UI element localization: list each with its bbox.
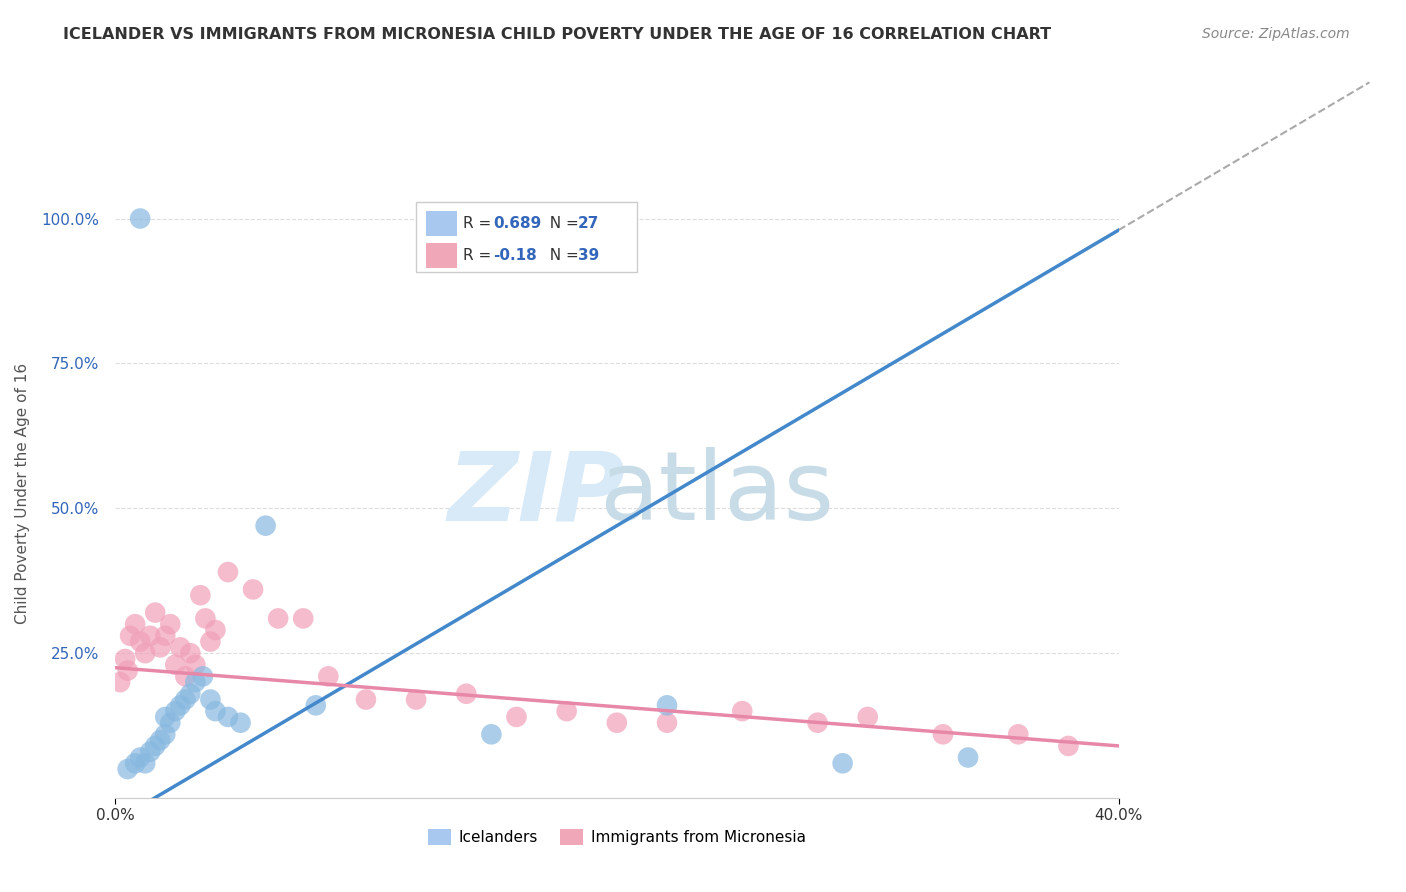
Point (655, 698, 678, 713)
Point (143, 739, 166, 753)
Point (305, 698, 328, 713)
Point (456, 687, 478, 701)
Point (139, 745, 162, 759)
Text: R =: R = (463, 216, 496, 231)
Point (129, 211, 152, 226)
Point (120, 629, 142, 643)
Point (149, 733, 172, 747)
Point (129, 750, 152, 764)
Point (354, 692, 377, 706)
Point (124, 756, 146, 771)
Point (204, 623, 226, 637)
Point (555, 704, 578, 718)
Point (117, 762, 139, 776)
Point (155, 629, 177, 643)
Point (190, 588, 212, 602)
Point (129, 634, 152, 648)
Point (124, 617, 146, 632)
Point (1007, 727, 1029, 741)
Point (169, 698, 191, 713)
Point (217, 710, 239, 724)
Point (149, 640, 172, 655)
Point (505, 710, 527, 724)
Y-axis label: Child Poverty Under the Age of 16: Child Poverty Under the Age of 16 (15, 363, 30, 624)
Point (831, 756, 853, 771)
Point (169, 640, 191, 655)
Point (806, 715, 828, 730)
Point (174, 669, 197, 683)
Point (932, 727, 955, 741)
Point (242, 582, 264, 597)
Point (200, 634, 222, 648)
Point (1057, 739, 1080, 753)
Point (134, 646, 156, 660)
Point (108, 675, 131, 690)
Point (731, 704, 754, 718)
Point (254, 518, 277, 533)
Point (184, 675, 207, 690)
Point (139, 629, 162, 643)
Point (200, 692, 222, 706)
Text: N =: N = (540, 248, 583, 263)
Point (134, 756, 156, 771)
Text: N =: N = (540, 216, 583, 231)
Point (179, 687, 201, 701)
Text: -0.18: -0.18 (494, 248, 537, 263)
Point (174, 692, 197, 706)
Text: atlas: atlas (599, 447, 835, 541)
Point (481, 727, 503, 741)
Point (292, 611, 315, 625)
Point (204, 704, 226, 718)
Point (143, 606, 166, 620)
Point (606, 715, 628, 730)
Point (856, 710, 879, 724)
Point (159, 715, 181, 730)
Point (159, 617, 181, 632)
Point (229, 715, 252, 730)
Text: 27: 27 (578, 216, 599, 231)
Point (179, 646, 201, 660)
Point (191, 669, 214, 683)
Point (655, 715, 678, 730)
Point (267, 611, 290, 625)
Point (155, 727, 177, 741)
Legend: Icelanders, Immigrants from Micronesia: Icelanders, Immigrants from Micronesia (422, 823, 813, 851)
Point (184, 657, 207, 672)
Point (194, 611, 217, 625)
Point (155, 710, 177, 724)
Text: Source: ZipAtlas.com: Source: ZipAtlas.com (1202, 27, 1350, 41)
Point (318, 669, 340, 683)
Point (957, 750, 980, 764)
Text: R =: R = (463, 248, 496, 263)
Point (405, 692, 427, 706)
Text: ZIP: ZIP (447, 447, 626, 541)
Point (217, 565, 239, 579)
Point (165, 704, 187, 718)
Text: 0.689: 0.689 (494, 216, 541, 231)
Text: 39: 39 (578, 248, 599, 263)
Point (165, 657, 187, 672)
Text: ICELANDER VS IMMIGRANTS FROM MICRONESIA CHILD POVERTY UNDER THE AGE OF 16 CORREL: ICELANDER VS IMMIGRANTS FROM MICRONESIA … (63, 27, 1052, 42)
Point (114, 652, 136, 666)
Point (117, 664, 139, 678)
